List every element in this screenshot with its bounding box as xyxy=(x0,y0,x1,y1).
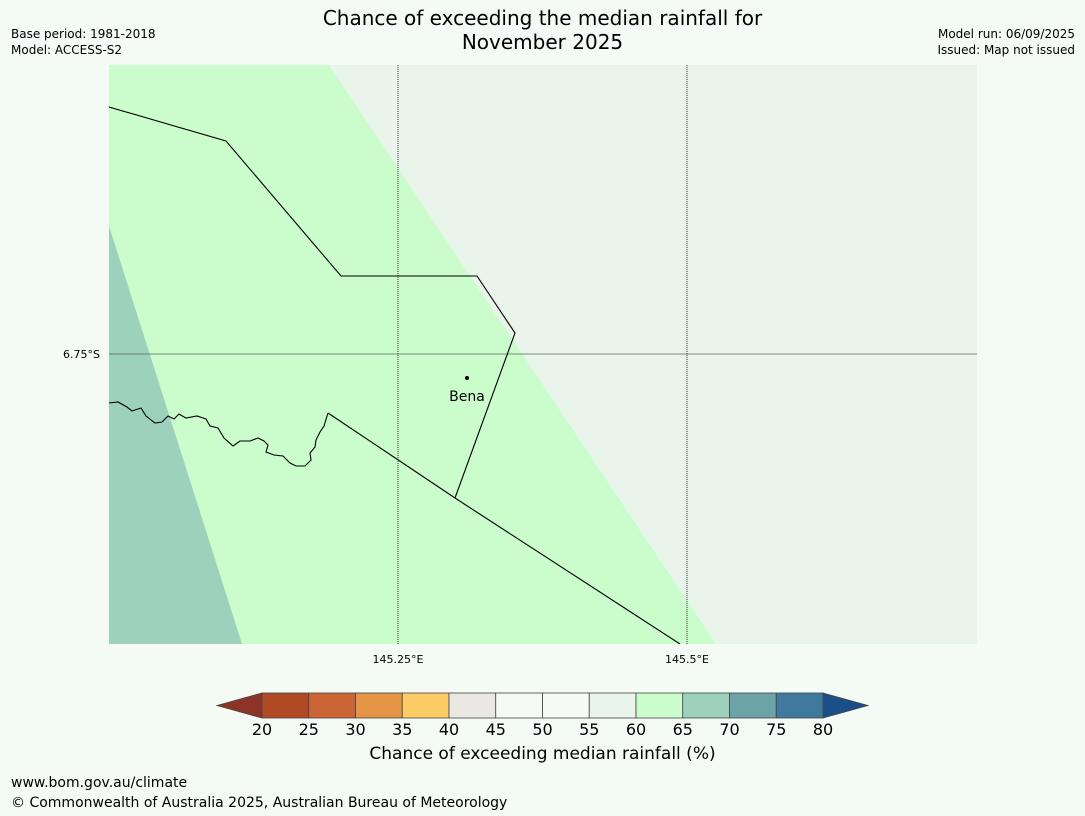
probability-band-65-70 xyxy=(109,226,242,644)
colorbar-segment xyxy=(355,692,403,719)
colorbar-segment xyxy=(495,692,543,719)
province-boundary xyxy=(327,412,681,644)
colorbar-segment xyxy=(682,692,730,719)
town-marker xyxy=(465,376,469,380)
colorbar-segment xyxy=(261,692,310,719)
colorbar-segment xyxy=(542,692,590,719)
colorbar-tick-label: 70 xyxy=(719,720,739,739)
colorbar-tick-label: 80 xyxy=(813,720,833,739)
colorbar-segment xyxy=(448,692,497,719)
town-label: Bena xyxy=(449,389,485,405)
title-line-1: Chance of exceeding the median rainfall … xyxy=(322,6,763,30)
meta-right: Model run: 06/09/2025 Issued: Map not is… xyxy=(937,26,1075,58)
lon-label: 145.5°E xyxy=(665,653,709,666)
map-title: Chance of exceeding the median rainfall … xyxy=(0,6,1085,54)
colorbar-tick-label: 40 xyxy=(439,720,459,739)
province-boundary xyxy=(109,106,516,499)
colorbar-segment xyxy=(775,692,824,719)
colorbar-under-arrow xyxy=(215,692,263,719)
model-text: Model: ACCESS-S2 xyxy=(11,43,123,57)
colorbar-over-arrow xyxy=(822,692,870,719)
base-period-text: Base period: 1981-2018 xyxy=(11,27,156,41)
colorbar-tick-label: 65 xyxy=(673,720,693,739)
coastline xyxy=(109,401,329,467)
colorbar-segment xyxy=(308,692,356,719)
colorbar-segment xyxy=(635,692,684,719)
footer-copyright: © Commonwealth of Australia 2025, Austra… xyxy=(11,795,508,811)
colorbar-segment xyxy=(588,692,637,719)
probability-band-60-65 xyxy=(109,65,716,644)
colorbar-tick-label: 25 xyxy=(299,720,319,739)
colorbar-tick-label: 50 xyxy=(532,720,552,739)
footer-url[interactable]: www.bom.gov.au/climate xyxy=(11,775,188,791)
colorbar-title: Chance of exceeding median rainfall (%) xyxy=(369,744,716,764)
colorbar-tick-label: 30 xyxy=(345,720,365,739)
colorbar-tick-label: 60 xyxy=(626,720,646,739)
colorbar-tick-label: 45 xyxy=(486,720,506,739)
title-line-2: November 2025 xyxy=(461,30,624,54)
lat-label: 6.75°S xyxy=(63,348,100,361)
map-area xyxy=(109,65,977,644)
colorbar-segment xyxy=(729,692,777,719)
meta-left: Base period: 1981-2018 Model: ACCESS-S2 xyxy=(11,26,156,58)
colorbar-tick-label: 20 xyxy=(252,720,272,739)
issued-text: Issued: Map not issued xyxy=(937,43,1075,57)
colorbar-segment xyxy=(401,692,450,719)
colorbar: 20 25 30 35 40 45 50 55 60 65 70 75 80 xyxy=(215,692,870,739)
colorbar-tick-label: 55 xyxy=(579,720,599,739)
colorbar-tick-label: 35 xyxy=(392,720,412,739)
lon-label: 145.25°E xyxy=(373,653,424,666)
colorbar-tick-label: 75 xyxy=(766,720,786,739)
model-run-text: Model run: 06/09/2025 xyxy=(937,27,1075,41)
